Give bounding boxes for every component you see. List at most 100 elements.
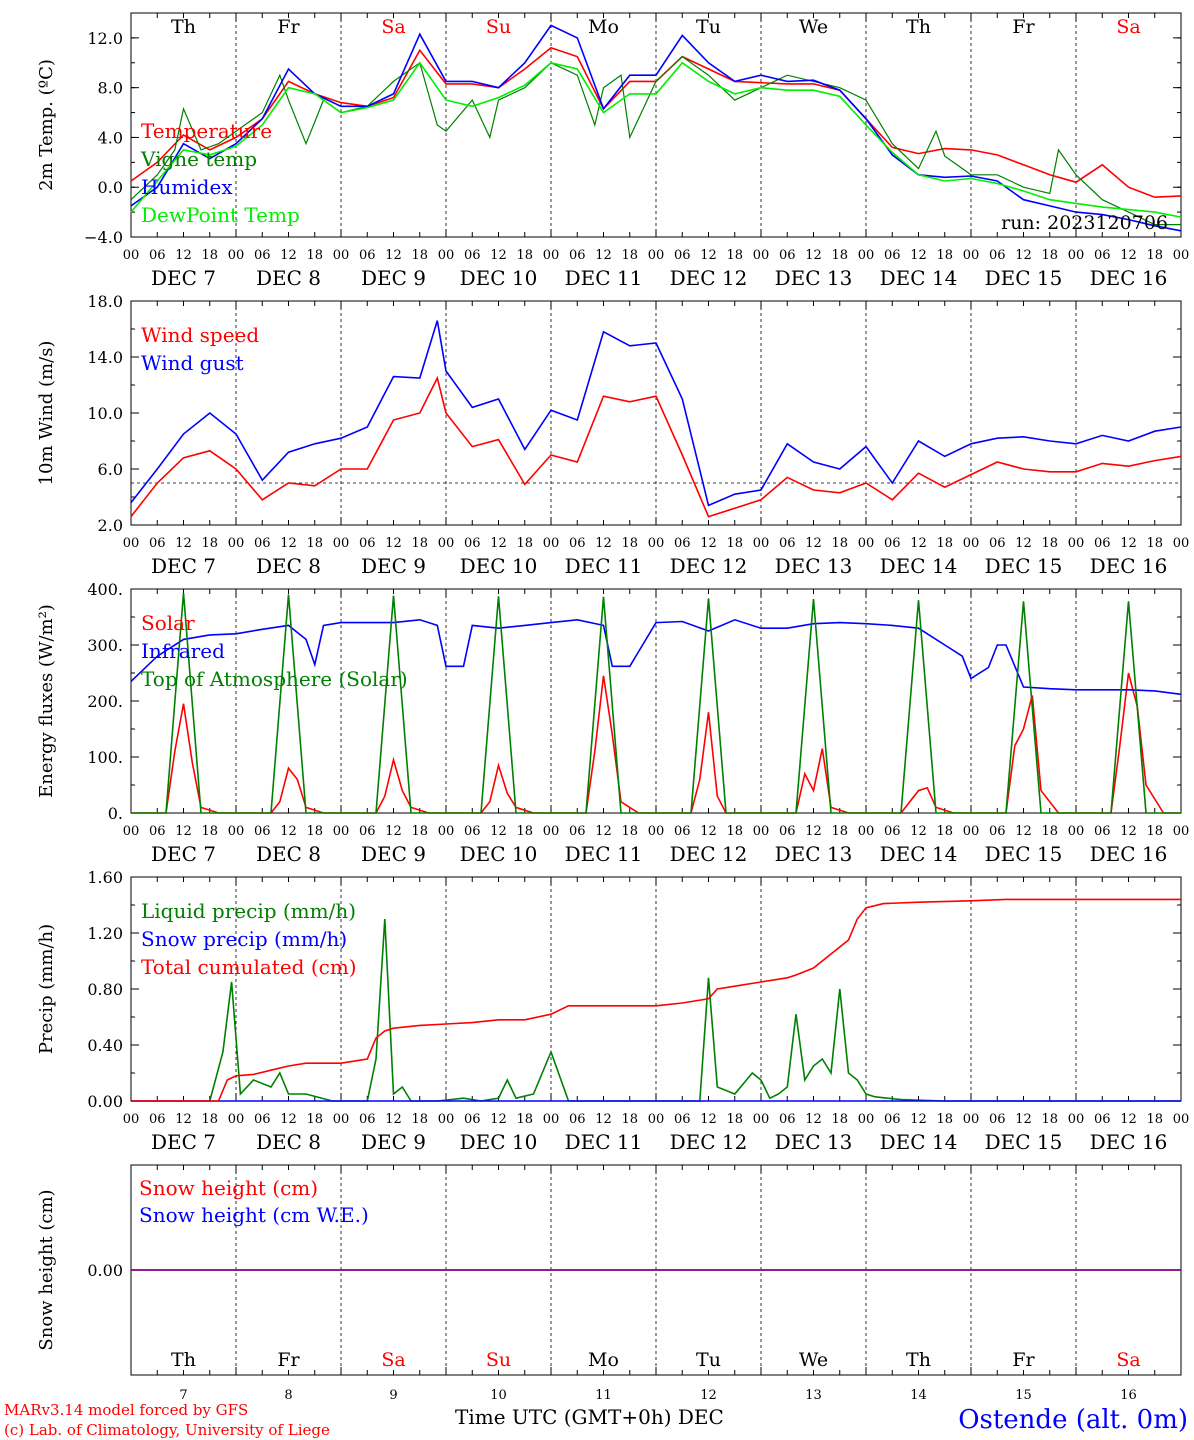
- hour-tick-label: 18: [411, 248, 428, 263]
- hour-tick-label: 06: [149, 536, 166, 551]
- hour-tick-label: 12: [805, 248, 822, 263]
- hour-tick-label: 12: [280, 536, 297, 551]
- hour-tick-label: 06: [989, 824, 1006, 839]
- date-label: DEC 11: [565, 842, 643, 866]
- hour-tick-label: 06: [989, 248, 1006, 263]
- date-label: DEC 11: [565, 1130, 643, 1154]
- date-label: DEC 14: [880, 842, 958, 866]
- hour-tick-label: 12: [1015, 248, 1032, 263]
- day-number-label: 13: [805, 1388, 822, 1403]
- hour-tick-label: 00: [123, 248, 140, 263]
- hour-tick-label: 00: [648, 1112, 665, 1127]
- date-label: DEC 16: [1090, 554, 1168, 578]
- series-line-total-cumulated-cm-: [131, 898, 1181, 1102]
- series-line-vigne-temp: [130, 55, 1181, 226]
- hour-tick-label: 00: [858, 536, 875, 551]
- hour-tick-label: 12: [910, 824, 927, 839]
- hour-tick-label: 18: [726, 536, 743, 551]
- hour-tick-label: 18: [201, 248, 218, 263]
- legend-entry: DewPoint Temp: [141, 203, 300, 227]
- hour-tick-label: 00: [858, 248, 875, 263]
- hour-tick-label: 18: [1041, 536, 1058, 551]
- hour-tick-label: 18: [621, 1112, 638, 1127]
- hour-tick-label: 00: [1068, 824, 1085, 839]
- hour-tick-label: 12: [1015, 536, 1032, 551]
- date-label: DEC 11: [565, 554, 643, 578]
- day-of-week-label: We: [799, 1349, 828, 1371]
- hour-tick-label: 12: [700, 824, 717, 839]
- day-of-week-label: Sa: [381, 1349, 405, 1371]
- hour-tick-label: 18: [306, 824, 323, 839]
- y-tick-label: 0.40: [87, 1036, 123, 1055]
- y-axis-label: 2m Temp. (ºC): [36, 59, 57, 191]
- hour-tick-label: 12: [385, 248, 402, 263]
- hour-tick-label: 12: [385, 824, 402, 839]
- hour-tick-label: 06: [674, 536, 691, 551]
- date-label: DEC 8: [256, 554, 321, 578]
- hour-tick-label: 18: [936, 248, 953, 263]
- model-credit-line1: MARv3.14 model forced by GFS: [4, 1401, 248, 1419]
- day-of-week-label: Su: [486, 16, 511, 38]
- date-label: DEC 7: [151, 266, 216, 290]
- series-line-humidex: [130, 24, 1182, 232]
- hour-tick-label: 00: [963, 1112, 980, 1127]
- hour-tick-label: 18: [936, 536, 953, 551]
- date-label: DEC 12: [670, 266, 748, 290]
- model-credit-line2: (c) Lab. of Climatology, University of L…: [4, 1421, 330, 1439]
- day-of-week-label: We: [799, 16, 828, 38]
- hour-tick-label: 18: [936, 824, 953, 839]
- date-label: DEC 16: [1090, 1130, 1168, 1154]
- hour-tick-label: 12: [175, 536, 192, 551]
- hour-tick-label: 00: [123, 824, 140, 839]
- day-number-label: 14: [910, 1388, 927, 1403]
- date-label: DEC 15: [985, 842, 1063, 866]
- hour-tick-label: 18: [621, 248, 638, 263]
- hour-tick-label: 06: [569, 248, 586, 263]
- day-of-week-label: Fr: [277, 16, 300, 38]
- hour-tick-label: 00: [858, 1112, 875, 1127]
- date-label: DEC 15: [985, 1130, 1063, 1154]
- hour-tick-label: 18: [831, 248, 848, 263]
- date-label: DEC 8: [256, 266, 321, 290]
- y-tick-label: 14.0: [87, 348, 123, 367]
- y-tick-label: 0.0: [98, 178, 123, 197]
- hour-tick-label: 00: [228, 536, 245, 551]
- hour-tick-label: 06: [254, 248, 271, 263]
- hour-tick-label: 00: [753, 1112, 770, 1127]
- hour-tick-label: 12: [595, 248, 612, 263]
- date-label: DEC 13: [775, 554, 853, 578]
- hour-tick-label: 06: [569, 1112, 586, 1127]
- hour-tick-label: 18: [201, 1112, 218, 1127]
- date-label: DEC 15: [985, 554, 1063, 578]
- y-tick-label: 6.0: [98, 460, 123, 479]
- station-name: Ostende (alt. 0m): [958, 1405, 1188, 1435]
- hour-tick-label: 00: [1173, 824, 1190, 839]
- date-label: DEC 12: [670, 1130, 748, 1154]
- hour-tick-label: 18: [516, 1112, 533, 1127]
- hour-tick-label: 00: [438, 1112, 455, 1127]
- hour-tick-label: 18: [411, 536, 428, 551]
- day-of-week-label: Th: [171, 16, 196, 38]
- hour-tick-label: 18: [306, 248, 323, 263]
- hour-tick-label: 18: [201, 824, 218, 839]
- panel-5: 0.00 Snow height (cm) Snow height (cm) Snow…: [36, 1164, 1182, 1403]
- hour-tick-label: 06: [674, 248, 691, 263]
- hour-tick-label: 06: [779, 536, 796, 551]
- y-tick-label: 2.0: [98, 516, 123, 535]
- hour-tick-label: 12: [805, 824, 822, 839]
- hour-tick-label: 00: [1068, 1112, 1085, 1127]
- date-label: DEC 15: [985, 266, 1063, 290]
- hour-tick-label: 12: [910, 536, 927, 551]
- hour-tick-label: 18: [1146, 536, 1163, 551]
- y-tick-label: 400.: [87, 580, 123, 599]
- legend-entry: Wind speed: [141, 323, 259, 347]
- day-of-week-label: Mo: [588, 16, 619, 38]
- hour-tick-label: 12: [1120, 824, 1137, 839]
- hour-tick-label: 06: [149, 824, 166, 839]
- hour-tick-label: 00: [228, 1112, 245, 1127]
- date-label: DEC 10: [460, 554, 538, 578]
- hour-tick-label: 18: [936, 1112, 953, 1127]
- y-tick-label: 8.0: [98, 79, 123, 98]
- hour-tick-label: 06: [779, 1112, 796, 1127]
- panel-3: 0. 100. 200. 300. 400. Energy fluxes (W/m²) So…: [36, 580, 1189, 866]
